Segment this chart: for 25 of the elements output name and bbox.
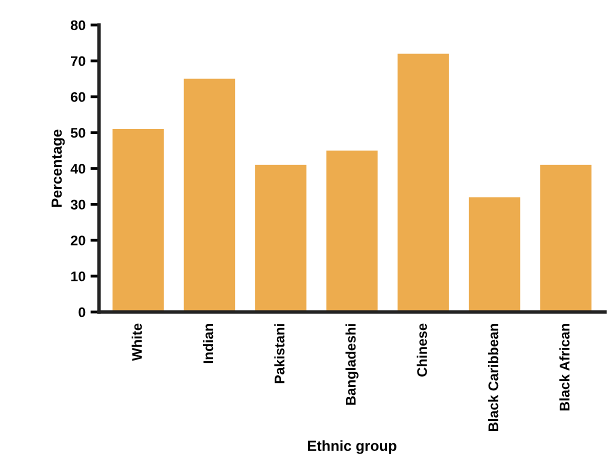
x-tick-label: Chinese: [416, 324, 427, 377]
y-tick-label: 50: [70, 128, 86, 138]
y-tick-label: 20: [70, 236, 86, 246]
x-tick-label: White: [132, 324, 142, 361]
y-tick-label: 0: [78, 307, 86, 318]
bar: [398, 54, 449, 312]
bar: [112, 129, 164, 312]
y-tick-label: 30: [70, 200, 86, 210]
x-tick-label: Pakistani: [274, 324, 284, 384]
y-axis-title: Percentage: [52, 130, 65, 207]
x-tick-label: Bangladeshi: [345, 324, 359, 405]
y-tick-label: 40: [70, 164, 86, 174]
x-tick-label: Black African: [559, 324, 570, 410]
bar: [326, 150, 378, 312]
y-tick-label: 80: [70, 20, 86, 30]
y-tick-label: 60: [70, 92, 86, 102]
x-tick-label: Indian: [202, 324, 214, 364]
x-axis-title: Ethnic group: [308, 440, 396, 454]
bar: [255, 164, 306, 312]
bar: [540, 164, 592, 312]
bar: [184, 78, 236, 312]
bar: [468, 197, 520, 312]
y-tick-label: 10: [71, 271, 86, 282]
x-tick-label: Black Caribbean: [488, 324, 498, 432]
y-tick-label: 70: [70, 56, 86, 66]
